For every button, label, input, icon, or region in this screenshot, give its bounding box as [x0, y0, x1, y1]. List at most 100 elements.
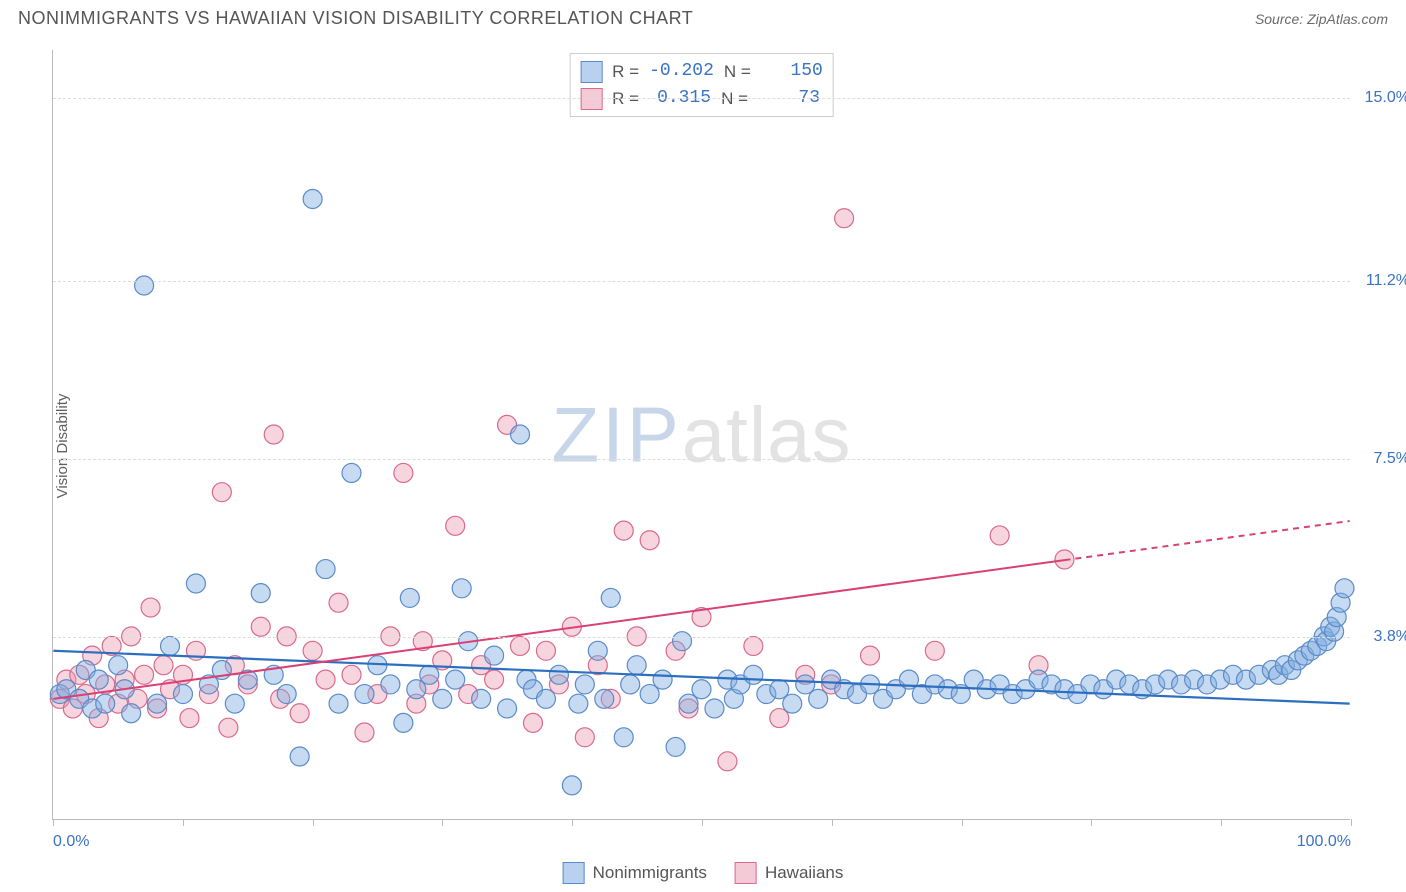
data-point: [718, 752, 737, 771]
data-point: [89, 670, 108, 689]
chart-source: Source: ZipAtlas.com: [1255, 11, 1388, 27]
y-tick-label: 15.0%: [1355, 89, 1406, 107]
data-point: [705, 699, 724, 718]
legend-swatch: [563, 862, 585, 884]
data-point: [290, 747, 309, 766]
legend-label: Hawaiians: [765, 863, 843, 883]
y-tick-label: 11.2%: [1355, 272, 1406, 290]
data-point: [575, 675, 594, 694]
data-point: [135, 665, 154, 684]
data-point: [472, 689, 491, 708]
data-point: [212, 483, 231, 502]
data-point: [925, 641, 944, 660]
x-tick: [1221, 819, 1222, 826]
x-tick: [442, 819, 443, 826]
legend-n-label: N =: [724, 59, 751, 85]
x-tick-label: 0.0%: [53, 833, 89, 851]
data-point: [342, 463, 361, 482]
data-point: [329, 694, 348, 713]
data-point: [186, 574, 205, 593]
data-point: [154, 656, 173, 675]
data-point: [595, 689, 614, 708]
data-point: [498, 699, 517, 718]
data-point: [562, 776, 581, 795]
data-point: [452, 579, 471, 598]
data-point: [394, 713, 413, 732]
data-point: [666, 737, 685, 756]
data-point: [614, 728, 633, 747]
data-point: [180, 709, 199, 728]
data-point: [783, 694, 802, 713]
legend-row: R = -0.202 N = 150: [580, 58, 823, 85]
data-point: [523, 713, 542, 732]
data-point: [141, 598, 160, 617]
data-point: [485, 646, 504, 665]
data-point: [316, 560, 335, 579]
data-point: [251, 584, 270, 603]
data-point: [355, 723, 374, 742]
data-point: [536, 689, 555, 708]
data-point: [601, 588, 620, 607]
correlation-legend: R = -0.202 N = 150 R = 0.315 N = 73: [569, 53, 834, 117]
data-point: [640, 531, 659, 550]
data-point: [511, 636, 530, 655]
x-tick: [1091, 819, 1092, 826]
data-point: [394, 463, 413, 482]
legend-label: Nonimmigrants: [593, 863, 707, 883]
data-point: [744, 665, 763, 684]
legend-n-value: 150: [761, 58, 823, 85]
gridline: [53, 459, 1350, 460]
x-tick: [53, 819, 54, 826]
data-point: [96, 694, 115, 713]
data-point: [316, 670, 335, 689]
plot-area: ZIPatlas R = -0.202 N = 150 R = 0.315 N …: [52, 50, 1350, 820]
data-point: [277, 685, 296, 704]
x-tick: [572, 819, 573, 826]
data-point: [744, 636, 763, 655]
data-point: [303, 641, 322, 660]
data-point: [355, 685, 374, 704]
x-tick-label: 100.0%: [1297, 833, 1351, 851]
data-point: [251, 617, 270, 636]
data-point: [511, 425, 530, 444]
data-point: [342, 665, 361, 684]
data-point: [122, 704, 141, 723]
regression-line-dashed: [1064, 521, 1349, 560]
data-point: [381, 675, 400, 694]
data-point: [653, 670, 672, 689]
x-tick: [832, 819, 833, 826]
y-tick-label: 7.5%: [1355, 450, 1406, 468]
data-point: [446, 516, 465, 535]
data-point: [614, 521, 633, 540]
legend-swatch: [580, 61, 602, 83]
x-tick: [962, 819, 963, 826]
data-point: [485, 670, 504, 689]
data-point: [109, 656, 128, 675]
data-point: [303, 190, 322, 209]
data-point: [990, 526, 1009, 545]
gridline: [53, 98, 1350, 99]
x-tick: [313, 819, 314, 826]
data-point: [148, 694, 167, 713]
gridline: [53, 637, 1350, 638]
data-point: [673, 632, 692, 651]
legend-r-value: -0.202: [649, 58, 714, 85]
data-point: [621, 675, 640, 694]
x-tick: [702, 819, 703, 826]
data-point: [575, 728, 594, 747]
x-tick: [1351, 819, 1352, 826]
data-point: [1335, 579, 1354, 598]
chart-header: NONIMMIGRANTS VS HAWAIIAN VISION DISABIL…: [0, 0, 1406, 35]
data-point: [219, 718, 238, 737]
series-legend: Nonimmigrants Hawaiians: [563, 862, 844, 884]
y-tick-label: 3.8%: [1355, 628, 1406, 646]
data-point: [569, 694, 588, 713]
data-point: [809, 689, 828, 708]
x-tick: [183, 819, 184, 826]
data-point: [290, 704, 309, 723]
data-point: [173, 685, 192, 704]
data-point: [692, 680, 711, 699]
scatter-svg: [53, 50, 1350, 819]
data-point: [400, 588, 419, 607]
data-point: [536, 641, 555, 660]
